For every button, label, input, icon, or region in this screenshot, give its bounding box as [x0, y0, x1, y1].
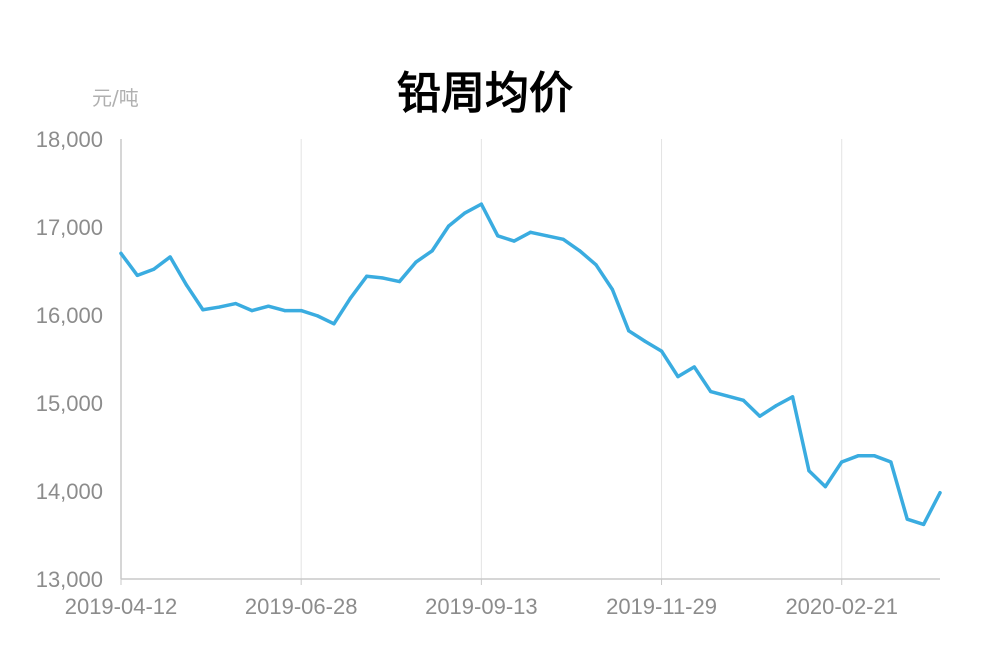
data-point [528, 230, 533, 234]
data-point [840, 460, 844, 464]
data-point [283, 309, 287, 313]
y-tick-label: 17,000 [36, 215, 103, 240]
data-point [234, 301, 238, 306]
data-point [447, 224, 451, 228]
data-point [610, 287, 615, 292]
data-point [430, 249, 434, 253]
data-point [315, 314, 320, 318]
data-point [594, 263, 598, 267]
y-tick-labels: 13,000 14,000 15,000 16,000 17,000 18,000 [36, 127, 103, 592]
data-point [152, 267, 156, 271]
data-point [365, 274, 369, 278]
data-point [201, 308, 205, 312]
data-point [561, 237, 565, 241]
x-tick-label: 2019-06-28 [245, 594, 358, 619]
x-tick-label: 2019-09-13 [425, 594, 538, 619]
data-point [496, 234, 500, 238]
data-point [905, 517, 909, 521]
data-point [872, 454, 877, 458]
data-point [250, 309, 254, 313]
data-point [807, 469, 811, 473]
data-point [922, 522, 926, 527]
y-tick-label: 18,000 [36, 127, 103, 152]
x-tick-label: 2020-02-21 [785, 594, 898, 619]
y-tick-label: 15,000 [36, 391, 103, 416]
y-tick-label: 14,000 [36, 479, 103, 504]
axes [120, 139, 940, 580]
grid-lines [300, 139, 843, 579]
data-point [856, 454, 860, 458]
data-point [119, 251, 123, 255]
data-point [168, 255, 172, 259]
data-point [545, 234, 549, 238]
data-point [397, 279, 402, 284]
data-point [709, 389, 713, 394]
data-point [889, 460, 893, 464]
data-point [659, 349, 664, 353]
data-point [348, 296, 352, 300]
data-point [332, 322, 336, 326]
data-point [381, 276, 385, 280]
data-point [627, 329, 631, 333]
chart-title: 铅周均价 [397, 68, 573, 119]
data-point [135, 273, 139, 277]
data-point [184, 283, 189, 287]
data-point [578, 249, 582, 253]
y-tick-label: 16,000 [36, 303, 103, 328]
data-point [676, 375, 680, 379]
series-group [119, 202, 942, 527]
data-point [266, 304, 271, 308]
data-point [463, 211, 467, 215]
data-point [692, 365, 696, 369]
x-tick-label: 2019-04-12 [65, 594, 178, 619]
data-point [217, 305, 221, 309]
data-point [774, 404, 778, 408]
data-point [414, 260, 418, 264]
series-line [119, 202, 942, 527]
y-axis-unit-label: 元/吨 [92, 86, 139, 110]
data-point [758, 414, 762, 418]
data-point [741, 398, 746, 402]
y-tick-label: 13,000 [36, 567, 103, 592]
data-point [790, 395, 795, 399]
data-point [725, 394, 729, 398]
data-point [823, 485, 827, 489]
data-point [938, 491, 942, 495]
data-point [512, 239, 516, 243]
data-point [479, 202, 483, 206]
data-point [299, 309, 303, 313]
data-point [643, 339, 647, 343]
x-tick-labels: 2019-04-12 2019-06-28 2019-09-13 2019-11-29… [65, 579, 898, 619]
x-tick-label: 2019-11-29 [606, 594, 717, 619]
